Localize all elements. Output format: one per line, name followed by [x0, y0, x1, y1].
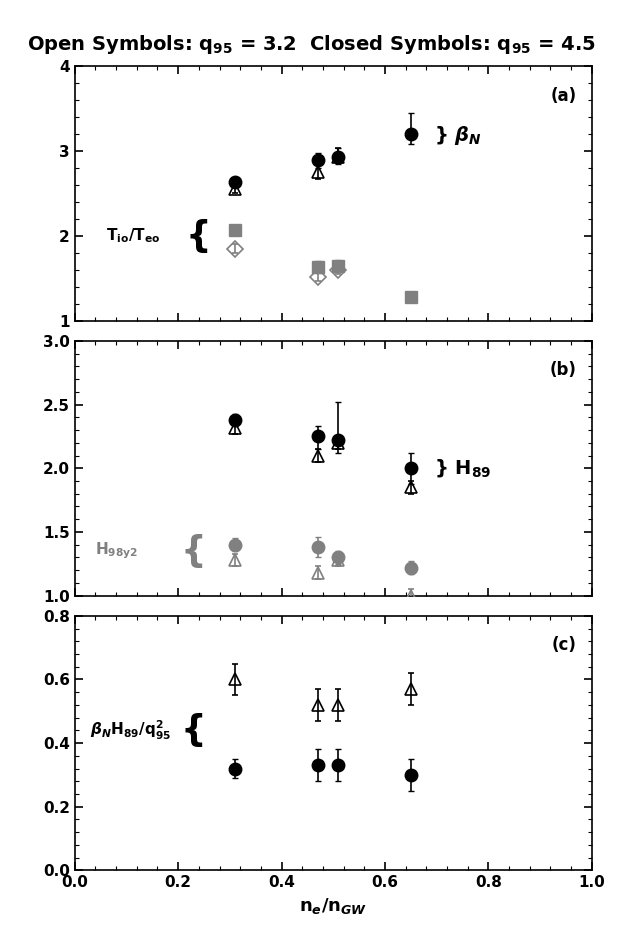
- Text: Open Symbols: q$_{95}$ = 3.2  Closed Symbols: q$_{95}$ = 4.5: Open Symbols: q$_{95}$ = 3.2 Closed Symb…: [27, 33, 596, 56]
- Text: } $\beta_N$: } $\beta_N$: [434, 124, 482, 148]
- Text: } H$_{89}$: } H$_{89}$: [434, 457, 492, 480]
- Text: (b): (b): [549, 361, 576, 379]
- Text: T$_{\rm io}$/T$_{\rm eo}$: T$_{\rm io}$/T$_{\rm eo}$: [106, 226, 160, 245]
- Text: {: {: [186, 219, 212, 253]
- Text: (a): (a): [550, 87, 576, 105]
- Text: $\beta_N$H$_{\rm 89}$/q$^2_{\rm 95}$: $\beta_N$H$_{\rm 89}$/q$^2_{\rm 95}$: [90, 719, 172, 742]
- Text: {: {: [181, 713, 206, 747]
- Text: H$_{\rm 98y2}$: H$_{\rm 98y2}$: [95, 541, 139, 561]
- X-axis label: n$_e$/n$_{GW}$: n$_e$/n$_{GW}$: [299, 896, 368, 916]
- Text: (c): (c): [551, 637, 576, 655]
- Text: {: {: [181, 534, 206, 568]
